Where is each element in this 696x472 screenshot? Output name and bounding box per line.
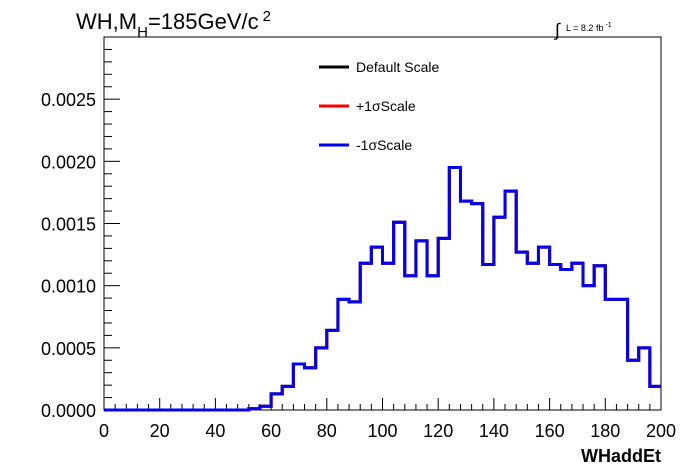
- y-axis-ticks: 0.0000 0.0005 0.0010 0.0015 0.0020 0.0025: [41, 36, 120, 421]
- legend: Default Scale +1σScale -1σScale: [319, 59, 439, 153]
- title-subscript: H: [137, 24, 148, 41]
- x-tick-label: 0: [99, 421, 109, 441]
- x-tick-label: 40: [205, 421, 225, 441]
- lumi-label-superscript: -1: [605, 22, 611, 29]
- legend-label-plus-one-sigma: +1σScale: [356, 98, 416, 114]
- y-tick-label: 0.0000: [41, 401, 96, 421]
- x-tick-label: 20: [150, 421, 170, 441]
- legend-label-minus-one-sigma: -1σScale: [356, 137, 412, 153]
- y-tick-label: 0.0020: [41, 152, 96, 172]
- x-tick-label: 80: [317, 421, 337, 441]
- x-tick-label: 120: [423, 421, 453, 441]
- x-axis-title: WHaddEt: [581, 446, 661, 466]
- chart-title: WH,MH=185GeV/c 2: [76, 8, 271, 41]
- x-tick-label: 140: [479, 421, 509, 441]
- y-tick-label: 0.0015: [41, 215, 96, 235]
- series-step-line-1-scale: [104, 166, 661, 412]
- lumi-label: L = 8.2 fb -1: [566, 22, 612, 33]
- x-tick-label: 200: [646, 421, 676, 441]
- x-tick-label: 100: [367, 421, 397, 441]
- x-tick-label: 180: [590, 421, 620, 441]
- x-axis-ticks: 0 20 40 60 80 100 120 140 160 180 200: [99, 398, 676, 441]
- y-tick-label: 0.0010: [41, 277, 96, 297]
- legend-label-default-scale: Default Scale: [356, 59, 439, 75]
- y-tick-label: 0.0005: [41, 339, 96, 359]
- series-layer: [104, 166, 661, 412]
- title-rest: =185GeV/c: [148, 9, 259, 34]
- title-main: WH,M: [76, 9, 137, 34]
- x-tick-label: 160: [535, 421, 565, 441]
- x-tick-label: 60: [261, 421, 281, 441]
- title-superscript: 2: [263, 8, 271, 25]
- lumi-integral-sign: ∫: [553, 20, 561, 40]
- y-tick-label: 0.0025: [41, 90, 96, 110]
- lumi-label-text: L = 8.2 fb: [566, 23, 603, 33]
